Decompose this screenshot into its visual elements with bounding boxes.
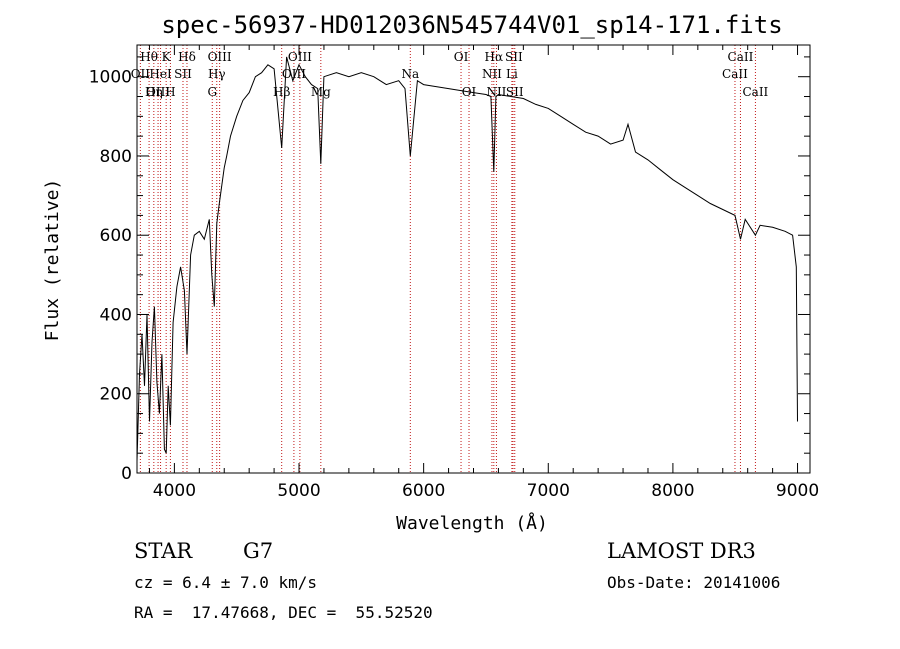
spectral-line-label: SII [506,85,524,99]
spectral-line-markers [139,45,756,473]
spectral-line-label: Hα [485,50,504,64]
y-tick-label: 0 [121,464,132,484]
spectrum-line [136,56,798,462]
y-axis: 0 200 400 600 800 1000 [89,56,810,484]
x-tick-label: 7000 [527,481,570,501]
spectral-line-label: OIII [208,50,232,64]
spectral-line-label: G [207,85,217,99]
spectral-subclass: G7 [243,539,274,563]
coordinates: RA = 17.47668, DEC = 55.52520 [134,603,433,622]
y-tick-label: 800 [100,147,132,167]
spectral-line-label: K [162,50,172,64]
spectral-line-label: Hη [145,85,163,99]
spectral-line-label: OI [454,50,469,64]
x-axis-label: Wavelength (Å) [396,512,548,534]
spectral-line-label: Na [401,67,419,81]
spectral-line-label: Hγ [208,67,226,81]
spectral-line-label: OIII [282,67,306,81]
x-tick-label: 6000 [402,481,445,501]
y-tick-label: 400 [100,305,132,325]
spectral-line-label: SII [505,50,523,64]
x-tick-label: 5000 [277,481,320,501]
spectral-line-label: CaII [742,85,768,99]
spectral-line-label: OIII [288,50,312,64]
spectral-line-label: NII [486,85,506,99]
spectral-line-label: NII [482,67,502,81]
spectral-line-label: Li [506,67,518,81]
plot-frame [136,44,811,474]
spectral-line-label: SII [174,67,192,81]
spectral-line-label: HeI [149,67,172,81]
x-axis: 4000 5000 6000 7000 8000 9000 [148,45,819,501]
y-tick-label: 1000 [89,68,132,88]
spectral-line-label: CaII [722,67,748,81]
obs-date: Obs-Date: 20141006 [607,573,781,592]
x-tick-label: 4000 [153,481,196,501]
x-tick-label: 9000 [776,481,819,501]
spectral-line-label: OIII [146,85,170,99]
spectral-line-label: Mg [311,85,331,99]
spectrum-series [136,56,798,462]
y-axis-label: Flux (relative) [42,179,63,342]
spectral-line-label: H [165,85,175,99]
survey-release: LAMOST DR3 [607,539,756,563]
spectral-line-label: Hδ [178,50,196,64]
object-type: STAR [134,539,193,563]
spectral-line-label: OII [131,67,151,81]
spectral-line-label: CaII [728,50,754,64]
spectral-line-label: Hβ [273,85,290,99]
redshift-text: cz = 6.4 ± 7.0 km/s [134,573,318,592]
y-tick-label: 200 [100,385,132,405]
spectral-line-label: OI [462,85,477,99]
chart-title: spec-56937-HD012036N545744V01_sp14-171.f… [161,11,782,39]
y-tick-label: 600 [100,226,132,246]
x-tick-label: 8000 [651,481,694,501]
spectral-line-label: Hθ [140,50,158,64]
